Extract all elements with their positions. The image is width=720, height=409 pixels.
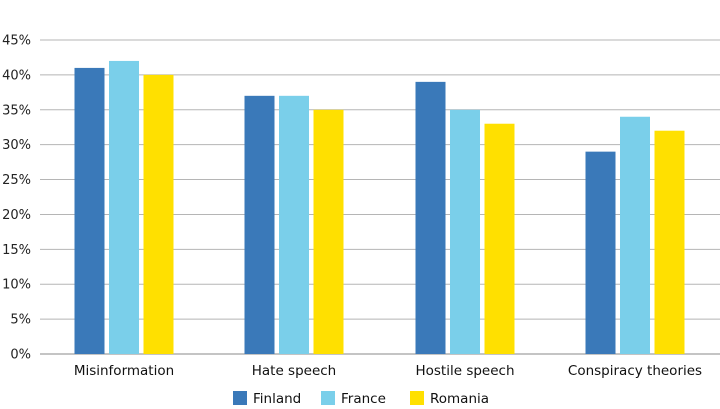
legend-swatch-france <box>321 391 335 405</box>
x-axis-labels: Misinformation Hate speech Hostile speech C… <box>74 363 702 379</box>
bar-romania-1 <box>313 109 344 355</box>
x-category-label: Hate speech <box>252 363 337 379</box>
y-tick-label: 45% <box>2 34 31 49</box>
y-tick-label: 10% <box>2 278 31 293</box>
y-tick-label: 20% <box>2 208 31 223</box>
bar-finland-3 <box>585 151 616 354</box>
gridlines <box>40 39 720 355</box>
legend-swatch-finland <box>233 391 247 405</box>
legend: Finland France Romania <box>233 391 489 407</box>
y-tick-label: 5% <box>10 313 31 328</box>
bar-france-2 <box>450 109 480 355</box>
bar-romania-3 <box>654 130 685 354</box>
legend-label-finland: Finland <box>253 391 301 407</box>
bar-france-1 <box>279 95 309 355</box>
bar-france-0 <box>109 60 139 354</box>
bar-romania-2 <box>484 123 515 354</box>
y-tick-label: 25% <box>2 173 31 188</box>
bar-romania-0 <box>143 74 174 354</box>
y-tick-label: 15% <box>2 243 31 258</box>
y-tick-label: 35% <box>2 103 31 118</box>
x-category-label: Conspiracy theories <box>568 363 702 379</box>
bar-finland-0 <box>74 67 105 355</box>
legend-label-france: France <box>341 391 386 407</box>
y-tick-label: 30% <box>2 138 31 153</box>
legend-label-romania: Romania <box>430 391 489 407</box>
y-axis-ticks: 0% 5% 10% 15% 20% 25% 30% 35% 40% 45% <box>2 34 31 363</box>
bar-finland-2 <box>415 81 446 354</box>
bars <box>74 60 685 355</box>
x-category-label: Hostile speech <box>415 363 514 379</box>
y-tick-label: 0% <box>10 348 31 363</box>
bar-france-3 <box>620 116 650 354</box>
x-category-label: Misinformation <box>74 363 174 379</box>
bar-finland-1 <box>244 95 275 355</box>
y-tick-label: 40% <box>2 68 31 83</box>
legend-swatch-romania <box>410 391 424 405</box>
